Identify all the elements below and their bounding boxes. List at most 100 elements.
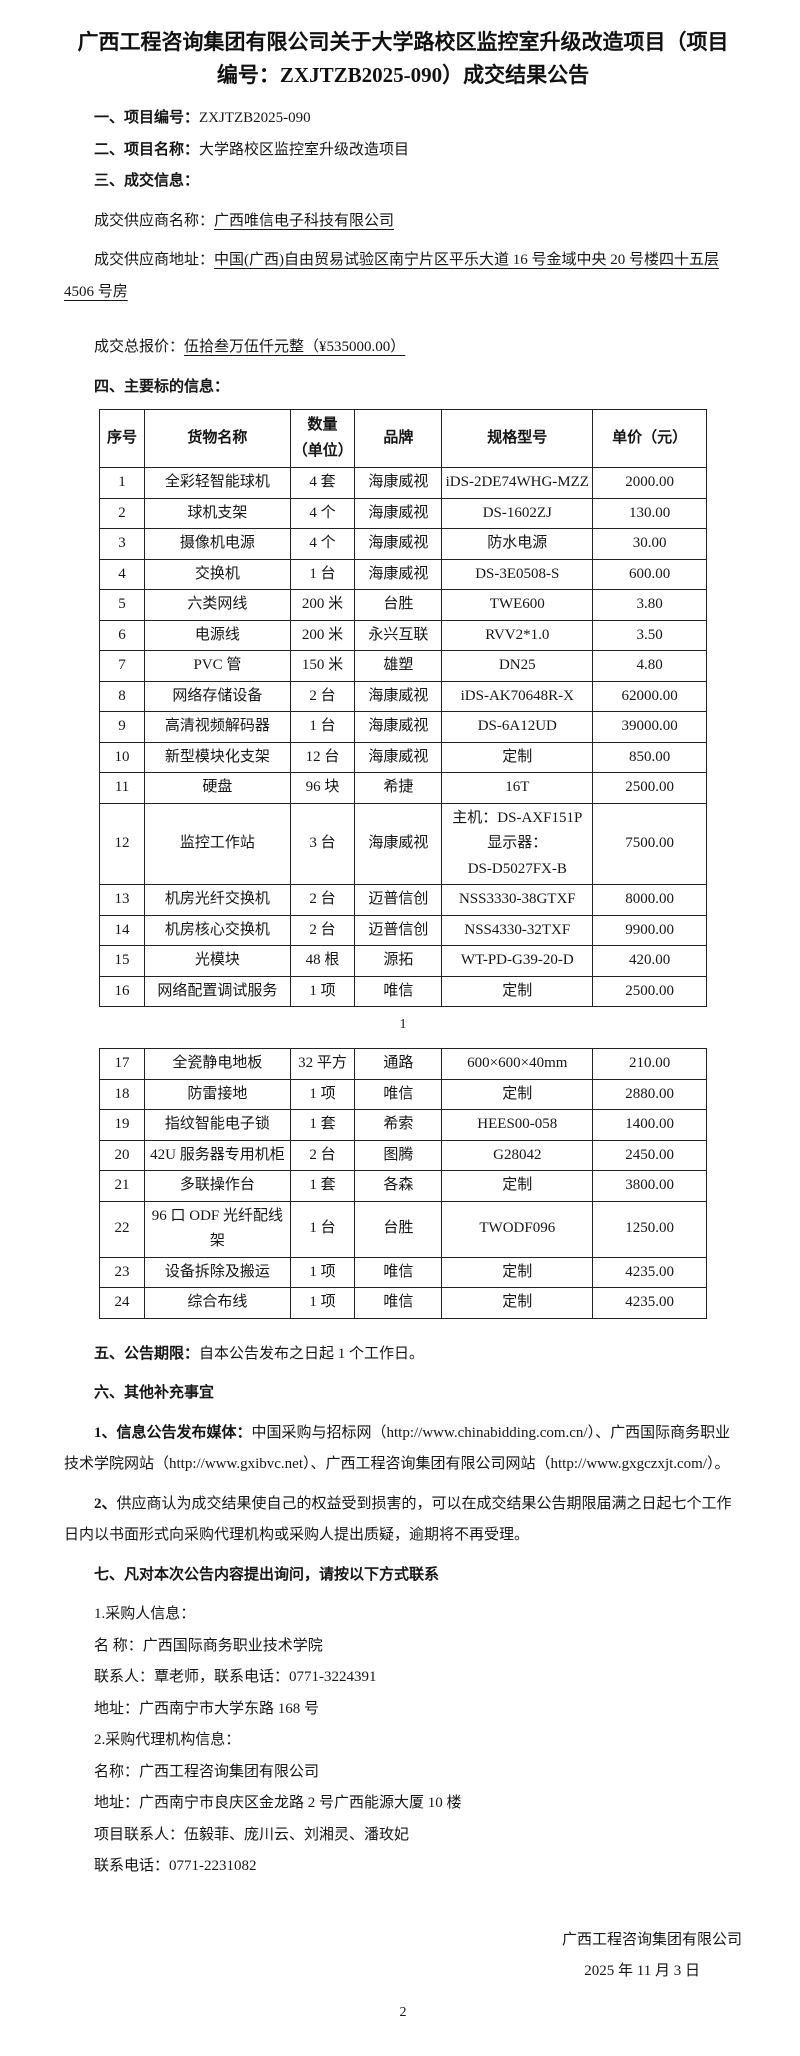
cell-price: 2880.00 [592,1078,707,1111]
cell-no: 3 [98,528,146,560]
cell-brand: 唯信 [354,1256,443,1289]
cell-name: 指纹智能电子锁 [144,1109,291,1141]
table-row: 17 全瓷静电地板 32 平方 通路 600×600×40mm 210.00 [98,1048,707,1080]
page-number-1: 1 [399,1017,407,1033]
buyer-address-line: 地址：广西南宁市大学东路 168 号 [94,1700,320,1717]
cell-price: 2000.00 [592,467,707,499]
cell-name: 网络存储设备 [144,680,291,713]
cell-price: 62000.00 [592,680,707,713]
cell-price: 2500.00 [592,975,707,1008]
cell-no: 4 [98,558,146,591]
main-items-heading: 四、主要标的信息： [94,378,230,395]
cell-name: 交换机 [144,558,291,591]
cell-qty: 4 套 [289,467,356,499]
cell-no: 13 [98,884,146,916]
cell-qty: 1 台 [289,711,356,743]
cell-name: 机房核心交换机 [144,914,291,947]
cell-brand: 海康威视 [354,497,443,530]
cell-no: 21 [98,1170,146,1202]
cell-brand: 海康威视 [354,528,443,560]
media-label: 1、信息公告发布媒体： [94,1424,252,1441]
notice-period-label: 五、公告期限： [94,1345,200,1362]
cell-model: 定制 [441,741,594,774]
table-row: 23 设备拆除及搬运 1 项唯信 定制 4235.00 [98,1256,707,1289]
table-row: 15 光模块 48 根源拓 WT-PD-G39-20-D 420.00 [98,945,707,977]
cell-brand: 希捷 [354,772,443,804]
cell-name: 防雷接地 [144,1078,291,1111]
goods-table-page2: 17 全瓷静电地板 32 平方 通路 600×600×40mm 210.00 18 防雷接地 1… [98,1048,707,1319]
objection-paragraph: 2、供应商认为成交结果使自己的权益受到损害的，可以在成交结果公告期限届满之日起七… [64,1489,742,1552]
deal-info-heading: 三、成交信息： [94,173,200,190]
header-price: 单价（元） [592,409,707,469]
cell-model: NSS3330-38GTXF [441,884,594,916]
table-row: 11 硬盘 96 块希捷 16T 2500.00 [98,772,707,804]
cell-model: WT-PD-G39-20-D [441,945,594,977]
table-row: 2 球机支架 4 个海康威视 DS-1602ZJ 130.00 [98,497,707,530]
cell-brand: 通路 [354,1048,443,1080]
cell-price: 30.00 [592,528,707,560]
cell-name: 六类网线 [144,589,291,621]
cell-name: PVC 管 [144,650,291,682]
supplier-address-value: 中国(广西)自由贸易试验区南宁片区平乐大道 16 号金域中央 20 号楼四十五层… [64,252,720,300]
cell-model: 定制 [441,1170,594,1202]
cell-qty: 200 米 [289,589,356,621]
cell-qty: 200 米 [289,619,356,652]
objection-text: 供应商认为成交结果使自己的权益受到损害的，可以在成交结果公告期限届满之日起七个工… [64,1495,732,1544]
cell-brand: 源拓 [354,945,443,977]
media-text: 中国采购与招标网（http://www.chinabidding.com.cn/… [64,1424,731,1473]
table-row: 20 42U 服务器专用机柜 2 台图腾 G28042 2450.00 [98,1139,707,1172]
cell-brand: 迈普信创 [354,914,443,947]
cell-qty: 1 项 [289,1078,356,1111]
cell-qty: 12 台 [289,741,356,774]
cell-name: 硬盘 [144,772,291,804]
other-matters-heading: 六、其他补充事宜 [94,1385,215,1402]
agency-name-line: 名称：广西工程咨询集团有限公司 [94,1763,320,1780]
cell-model: RVV2*1.0 [441,619,594,652]
notice-period-line: 五、公告期限：自本公告发布之日起 1 个工作日。 [64,1339,742,1371]
cell-qty: 2 台 [289,1139,356,1172]
cell-qty: 2 台 [289,914,356,947]
cell-price: 850.00 [592,741,707,774]
cell-brand: 雄塑 [354,650,443,682]
agency-phone-line: 联系电话：0771-2231082 [94,1858,257,1875]
cell-model: 600×600×40mm [441,1048,594,1080]
project-name-label: 二、项目名称： [94,141,200,158]
cell-model: DS-6A12UD [441,711,594,743]
table-row: 8 网络存储设备 2 台海康威视 iDS-AK70648R-X 62000.00 [98,680,707,713]
supplier-address-line: 成交供应商地址：中国(广西)自由贸易试验区南宁片区平乐大道 16 号金域中央 2… [64,245,742,308]
cell-qty: 48 根 [289,945,356,977]
cell-name: 光模块 [144,945,291,977]
header-no: 序号 [98,409,146,469]
cell-no: 10 [98,741,146,774]
cell-brand: 唯信 [354,975,443,1008]
table-row: 22 96 口 ODF 光纤配线架 1 台台胜 TWODF096 1250.00 [98,1200,707,1258]
cell-model: NSS4330-32TXF [441,914,594,947]
cell-price: 4.80 [592,650,707,682]
cell-name: 网络配置调试服务 [144,975,291,1008]
cell-qty: 96 块 [289,772,356,804]
cell-model: TWE600 [441,589,594,621]
supplier-address-label: 成交供应商地址： [94,252,215,269]
cell-model: 定制 [441,1256,594,1289]
cell-price: 420.00 [592,945,707,977]
cell-price: 39000.00 [592,711,707,743]
cell-price: 2450.00 [592,1139,707,1172]
table-row: 1 全彩轻智能球机 4 套海康威视 iDS-2DE74WHG-MZZ 2000.00 [98,467,707,499]
agency-info-heading: 2.采购代理机构信息： [94,1732,241,1749]
cell-qty: 2 台 [289,680,356,713]
contact-section-heading: 七、凡对本次公告内容提出询问，请按以下方式联系 [94,1566,440,1583]
cell-name: 42U 服务器专用机柜 [144,1139,291,1172]
cell-name: 新型模块化支架 [144,741,291,774]
notice-period-value: 自本公告发布之日起 1 个工作日。 [199,1345,425,1362]
cell-no: 16 [98,975,146,1008]
header-name: 货物名称 [144,409,291,469]
table-row: 5 六类网线 200 米台胜 TWE600 3.80 [98,589,707,621]
table-row: 10 新型模块化支架 12 台海康威视 定制 850.00 [98,741,707,774]
cell-name: 多联操作台 [144,1170,291,1202]
cell-qty: 1 套 [289,1170,356,1202]
table-row: 7 PVC 管 150 米雄塑 DN25 4.80 [98,650,707,682]
agency-address-line: 地址：广西南宁市良庆区金龙路 2 号广西能源大厦 10 楼 [94,1795,462,1812]
cell-price: 600.00 [592,558,707,591]
cell-no: 1 [98,467,146,499]
